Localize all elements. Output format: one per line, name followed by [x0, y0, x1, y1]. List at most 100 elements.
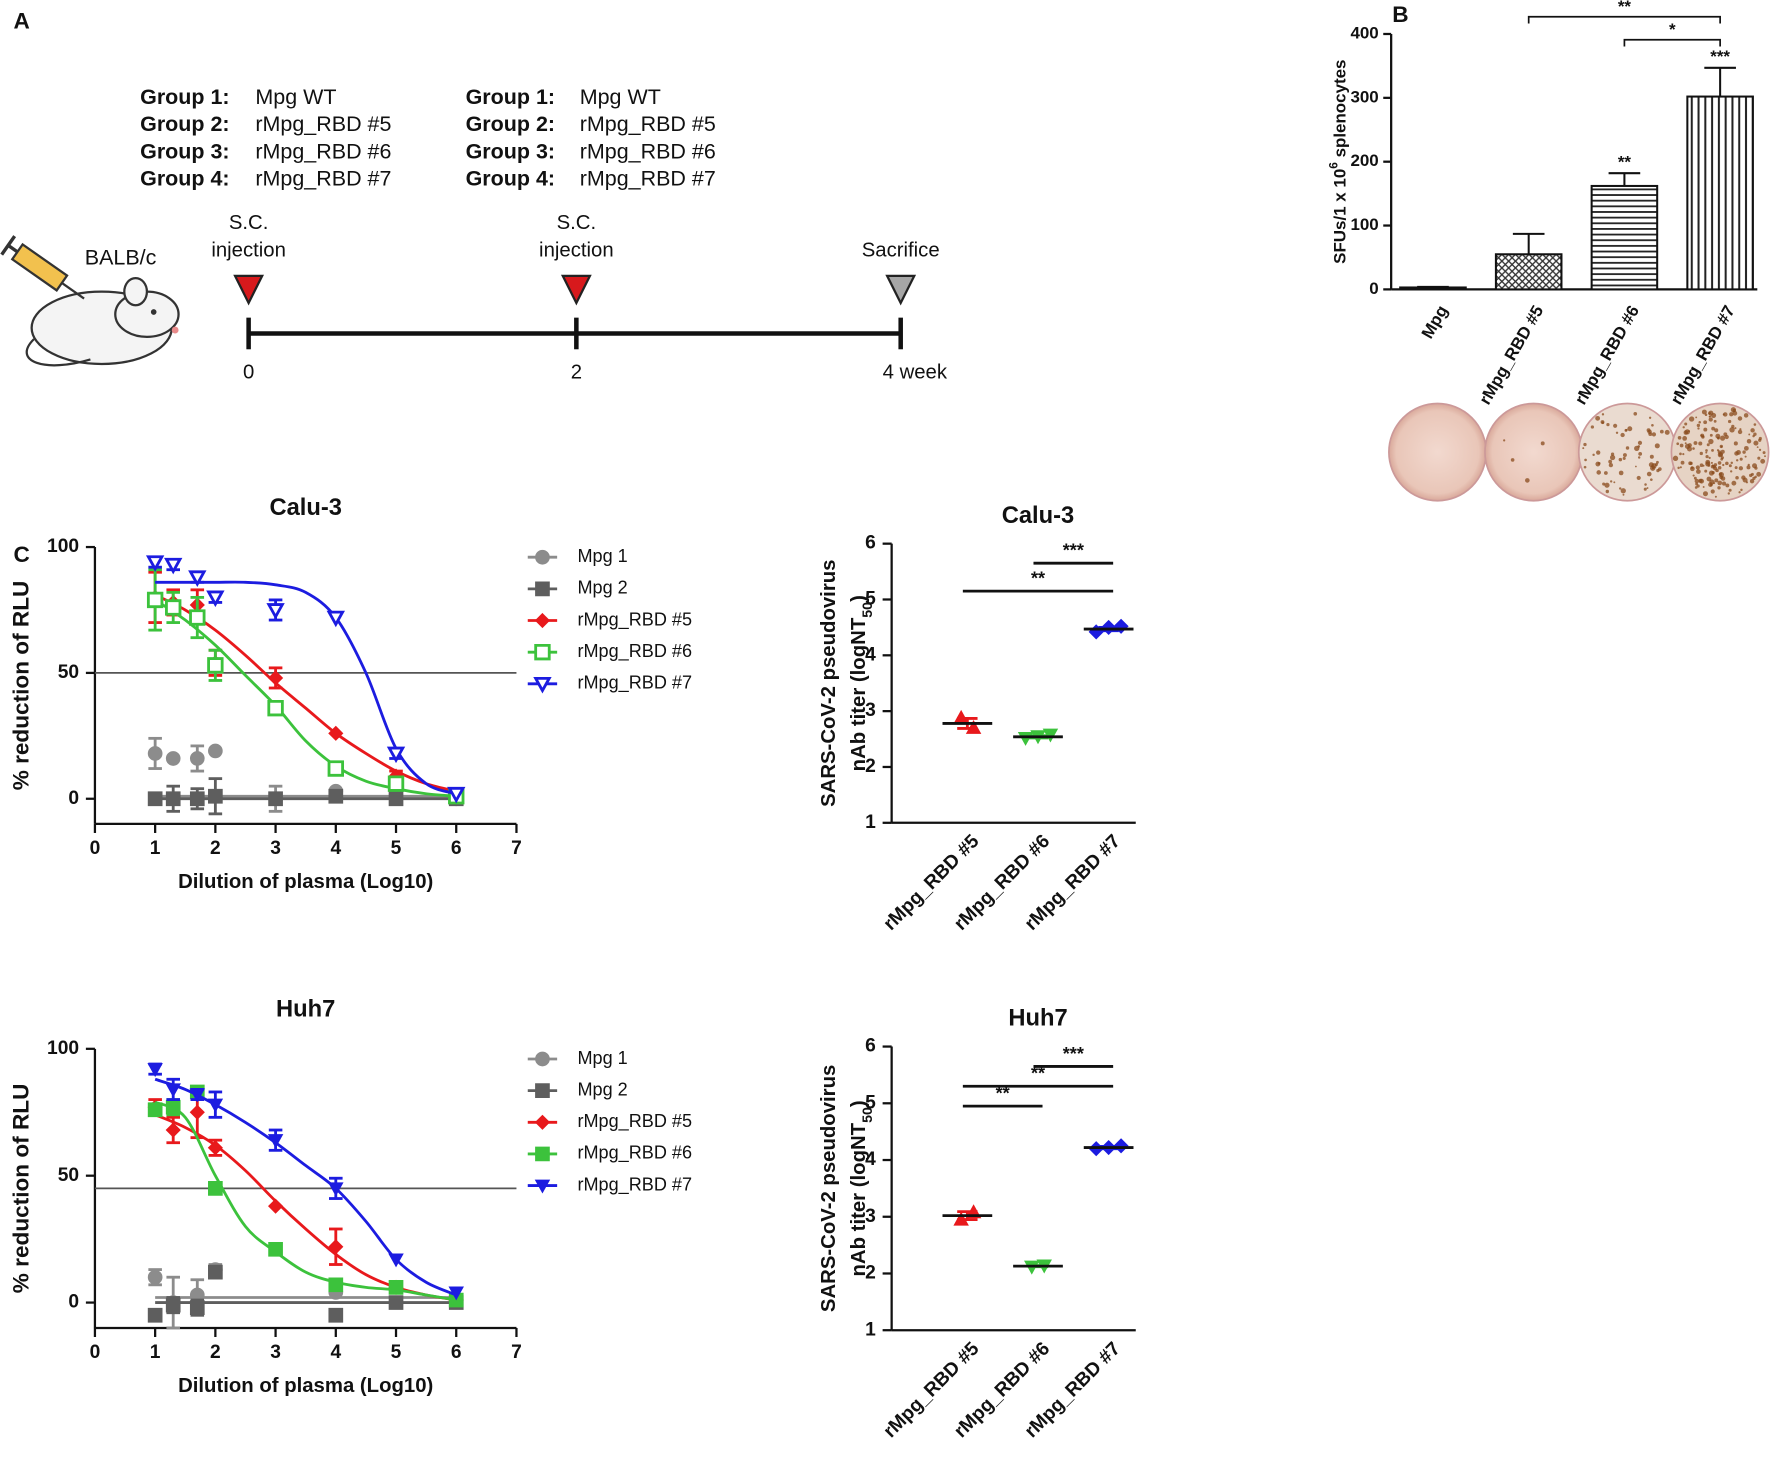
legend-marker: [534, 1114, 551, 1130]
plate-spot: [1699, 463, 1704, 468]
plate-spot: [1689, 461, 1693, 465]
y-axis-label-part: nAb titer (logNT: [848, 1122, 870, 1276]
legend-label: rMpg_RBD #7: [577, 673, 692, 694]
plate-spot: [1540, 441, 1545, 446]
fit-curve: [154, 1100, 457, 1302]
plate-spot: [1746, 439, 1752, 444]
plate-spot: [1721, 481, 1727, 486]
y-axis-label: % reduction of RLU: [9, 1084, 34, 1294]
plate-spot: [1737, 416, 1743, 421]
plate-spot: [1672, 455, 1679, 462]
plate-spot: [1744, 455, 1747, 458]
marker: [328, 788, 344, 804]
plate-spot: [1747, 463, 1750, 466]
x-tick-label: 3: [270, 1342, 281, 1363]
y-axis-label: SFUs/1 x 106 splenocytes: [1327, 60, 1350, 264]
x-tick-label: 1: [150, 1342, 161, 1363]
fit-curve: [154, 598, 457, 798]
marker: [268, 1198, 284, 1214]
plate-spot: [1637, 445, 1641, 448]
plate-spot: [1750, 472, 1754, 476]
plate-spot: [1608, 462, 1614, 468]
plate-spot: [1702, 485, 1705, 488]
plate-spot: [1727, 419, 1732, 424]
marker: [328, 1182, 344, 1197]
plate-spot: [1510, 458, 1515, 462]
plate-spot: [1756, 471, 1762, 477]
plate-spot: [1711, 412, 1717, 418]
plate-spot: [1718, 472, 1723, 476]
y-tick-label: 100: [47, 1038, 79, 1059]
group-label: Group 4:: [466, 166, 555, 190]
marker: [208, 1264, 223, 1280]
y-tick-label: 300: [1350, 87, 1378, 106]
plate-spot: [1636, 475, 1641, 481]
plate-spot: [1613, 481, 1616, 484]
marker: [388, 791, 404, 807]
elispot-plates: [1388, 402, 1770, 502]
group-label: Group 3:: [140, 139, 229, 163]
plate-spot: [1695, 465, 1700, 470]
plate-spot: [1749, 478, 1755, 484]
plate-spot: [1703, 420, 1708, 425]
legend-marker: [535, 1051, 550, 1067]
plate-spot: [1637, 456, 1641, 459]
plate-spot: [1732, 410, 1738, 416]
x-tick-label: 3: [270, 838, 281, 859]
plate-spot: [1731, 424, 1735, 429]
chart-title: Huh7: [276, 997, 335, 1023]
y-tick-label: 5: [865, 589, 876, 610]
plate-spot: [1746, 465, 1751, 470]
plate-spot: [1606, 422, 1610, 427]
x-tick-label: 4: [330, 1342, 341, 1363]
plate-spot: [1603, 471, 1608, 475]
plate-spot: [1734, 451, 1739, 456]
plate-spot: [1620, 488, 1626, 494]
plate-spot: [1596, 450, 1601, 455]
plate-spot: [1605, 489, 1610, 494]
plate-spot: [1503, 439, 1506, 442]
legend-label: Mpg 1: [577, 1048, 627, 1068]
plate-spot: [1737, 429, 1743, 435]
plate-spot: [1697, 427, 1700, 430]
legend-marker: [534, 1179, 551, 1194]
group-value: rMpg_RBD #6: [255, 139, 391, 163]
y-tick-label: 50: [58, 662, 79, 683]
y-axis-label: SARS-CoV-2 pseudovirus: [818, 1065, 840, 1312]
x-tick-label: 2: [210, 1342, 221, 1363]
plate-spot: [1714, 478, 1719, 483]
legend-marker: [535, 549, 550, 565]
panel-label: C: [14, 542, 30, 567]
y-tick-label: 0: [68, 788, 79, 809]
plate-spot: [1608, 459, 1613, 464]
plate-spot: [1695, 416, 1698, 419]
plate-spot: [1622, 453, 1627, 458]
plate-spot: [1679, 466, 1682, 469]
plate-spot: [1753, 423, 1757, 426]
marker: [206, 590, 225, 608]
timeline-event: S.C.: [229, 212, 269, 234]
plate-spot: [1760, 458, 1766, 464]
x-tick-label: rMpg_RBD #6: [1571, 302, 1643, 408]
marker: [388, 1253, 404, 1268]
plate-spot: [1687, 443, 1692, 448]
y-tick-label: 6: [865, 533, 876, 554]
plate-spot: [1701, 409, 1707, 415]
significance-label: **: [1618, 152, 1632, 171]
significance-label: ***: [1710, 47, 1730, 66]
y-tick-label: 4: [865, 1149, 876, 1170]
plate-spot: [1750, 428, 1755, 433]
x-tick-label: rMpg_RBD #7: [1667, 302, 1739, 408]
y-tick-label: 400: [1350, 23, 1378, 42]
plate-spot: [1728, 464, 1732, 468]
marker: [207, 1140, 223, 1156]
legend-label: Mpg 2: [577, 1079, 627, 1099]
marker: [207, 1098, 224, 1113]
plate-spot: [1703, 427, 1708, 432]
plate-spot: [1708, 470, 1715, 476]
plate-spot: [1683, 430, 1689, 435]
x-axis-label: Dilution of plasma (Log10): [178, 871, 433, 893]
plate-spot: [1711, 448, 1714, 452]
marker: [189, 1300, 205, 1316]
